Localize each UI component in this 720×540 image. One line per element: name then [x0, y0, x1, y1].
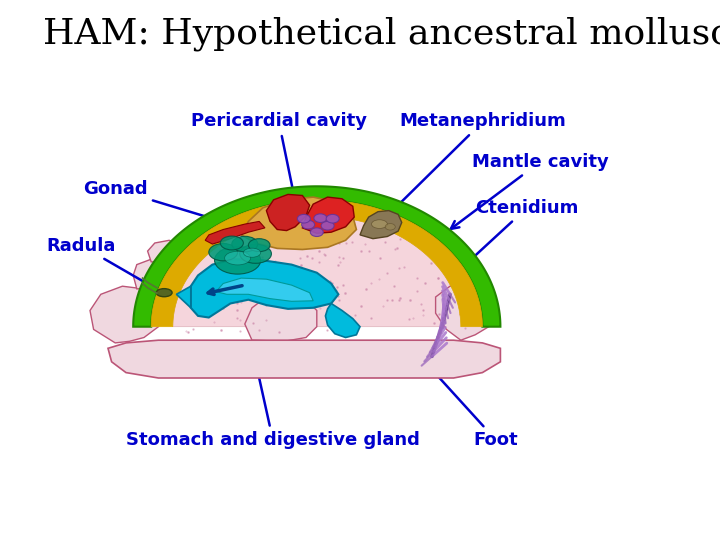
Text: Metanephridium: Metanephridium	[386, 112, 567, 218]
Polygon shape	[360, 211, 402, 239]
Text: Mantle cavity: Mantle cavity	[451, 153, 608, 229]
Ellipse shape	[243, 248, 261, 257]
Ellipse shape	[240, 244, 271, 264]
Polygon shape	[176, 286, 191, 308]
Ellipse shape	[297, 214, 310, 223]
Text: Stomach and digestive gland: Stomach and digestive gland	[126, 351, 420, 449]
Ellipse shape	[321, 221, 334, 230]
Text: Ctenidium: Ctenidium	[452, 199, 579, 277]
Polygon shape	[133, 186, 500, 327]
Ellipse shape	[248, 239, 270, 252]
Ellipse shape	[215, 246, 261, 274]
Ellipse shape	[326, 214, 339, 223]
Ellipse shape	[209, 244, 238, 261]
Polygon shape	[205, 221, 265, 244]
Polygon shape	[108, 340, 500, 378]
Ellipse shape	[232, 237, 258, 252]
Polygon shape	[191, 259, 338, 318]
Polygon shape	[266, 194, 310, 231]
Polygon shape	[148, 240, 184, 262]
Ellipse shape	[385, 224, 395, 230]
Polygon shape	[216, 278, 313, 301]
Text: Foot: Foot	[428, 366, 518, 449]
Polygon shape	[173, 216, 461, 327]
Polygon shape	[151, 200, 482, 327]
Polygon shape	[325, 303, 360, 338]
Polygon shape	[90, 286, 166, 343]
Text: HAM: Hypothetical ancestral mollusc: HAM: Hypothetical ancestral mollusc	[43, 16, 720, 51]
Ellipse shape	[310, 228, 323, 237]
Text: Gonad: Gonad	[83, 180, 243, 230]
Ellipse shape	[314, 214, 327, 222]
Ellipse shape	[302, 220, 315, 229]
Polygon shape	[241, 197, 356, 249]
Ellipse shape	[225, 251, 251, 265]
Polygon shape	[436, 284, 497, 340]
Ellipse shape	[220, 236, 243, 250]
Polygon shape	[302, 197, 354, 233]
Polygon shape	[133, 259, 176, 289]
Ellipse shape	[372, 220, 387, 228]
Ellipse shape	[156, 288, 172, 297]
Text: Pericardial cavity: Pericardial cavity	[191, 112, 366, 213]
Text: Radula: Radula	[47, 237, 161, 292]
Polygon shape	[245, 294, 317, 341]
